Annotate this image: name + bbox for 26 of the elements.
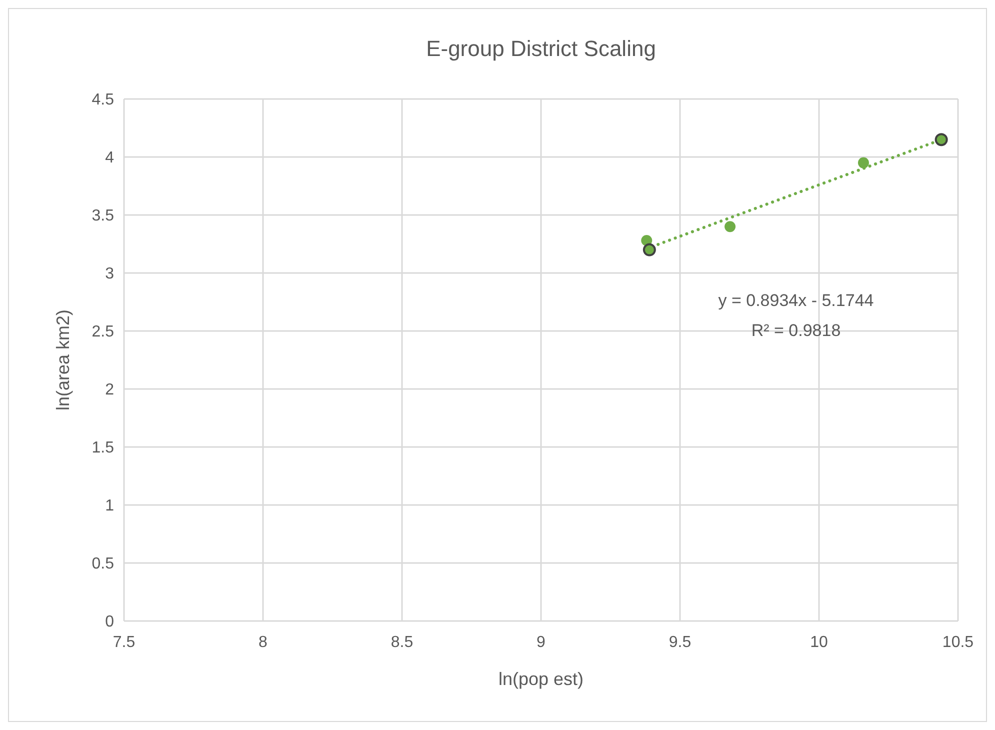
y-tick-label: 0 [105,614,114,631]
x-tick-label: 10 [810,634,828,651]
annotation: R² = 0.9818 [751,321,841,340]
y-tick-label: 1 [105,498,114,515]
x-tick-label: 8.5 [390,634,414,651]
point [724,221,736,232]
point [642,243,656,256]
x-tick-label: 8 [258,634,268,651]
y-axis-title: ln(area km2) [53,309,73,411]
y-tick-label: 3 [105,266,114,283]
point [934,133,948,146]
x-tick-label: 9.5 [668,634,692,651]
y-tick-label: 3.5 [92,208,114,225]
point [858,157,869,168]
x-tick-label: 9 [536,634,546,651]
x-tick-label: 7.5 [112,634,136,651]
x-tick-label: 10.5 [942,634,974,651]
y-tick-label: 2.5 [92,324,114,341]
y-tick-label: 2 [105,382,114,399]
y-tick-label: 1.5 [92,440,114,457]
y-tick-label: 0.5 [92,556,114,573]
y-tick-label: 4 [105,150,114,167]
annotation: y = 0.8934x - 5.1744 [718,291,874,310]
chart-title: E-group District Scaling [426,36,656,61]
x-axis-title: ln(pop est) [498,669,584,689]
y-tick-label: 4.5 [92,92,114,109]
